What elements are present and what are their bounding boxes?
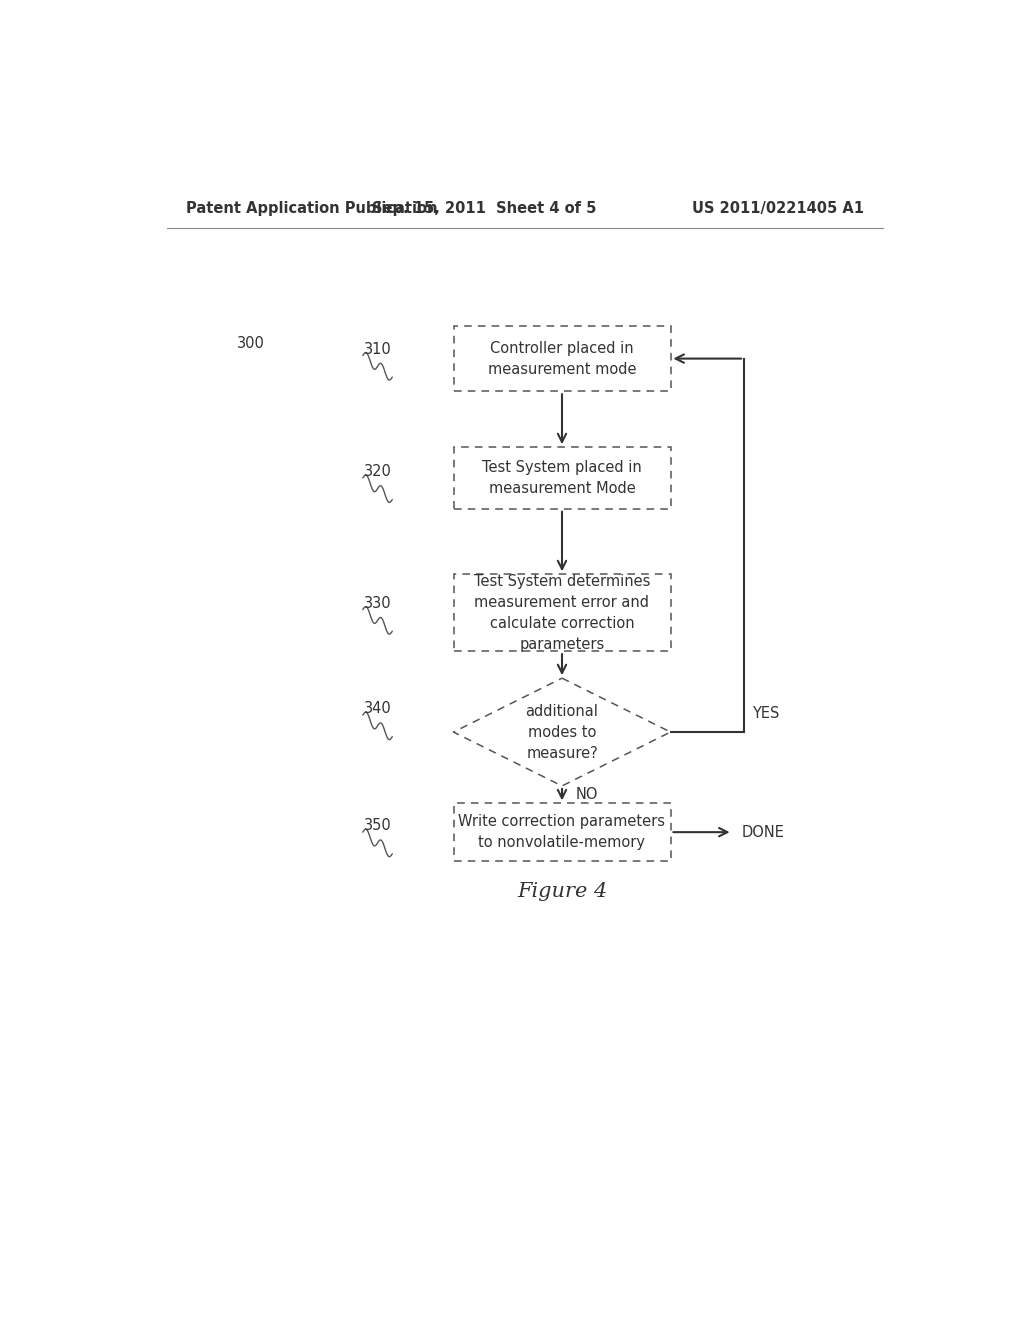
Text: Test System determines
measurement error and
calculate correction
parameters: Test System determines measurement error… (474, 574, 650, 652)
Text: Write correction parameters
to nonvolatile-memory: Write correction parameters to nonvolati… (459, 814, 666, 850)
Text: 320: 320 (365, 465, 392, 479)
Text: 310: 310 (365, 342, 392, 356)
Text: 330: 330 (365, 595, 392, 611)
Text: DONE: DONE (741, 825, 784, 840)
Text: NO: NO (575, 787, 598, 803)
Text: additional
modes to
measure?: additional modes to measure? (525, 704, 598, 760)
Text: Patent Application Publication: Patent Application Publication (186, 201, 437, 216)
Bar (454, 326, 671, 391)
Text: 340: 340 (365, 701, 392, 717)
Text: Figure 4: Figure 4 (517, 882, 607, 902)
Bar (454, 447, 671, 508)
Bar (454, 804, 671, 861)
Text: YES: YES (752, 705, 779, 721)
Text: Controller placed in
measurement mode: Controller placed in measurement mode (487, 341, 636, 376)
Text: Test System placed in
measurement Mode: Test System placed in measurement Mode (482, 459, 642, 496)
Text: 350: 350 (365, 818, 392, 833)
Text: Sep. 15, 2011  Sheet 4 of 5: Sep. 15, 2011 Sheet 4 of 5 (373, 201, 597, 216)
Bar (454, 574, 671, 651)
Text: 300: 300 (237, 335, 264, 351)
Text: US 2011/0221405 A1: US 2011/0221405 A1 (692, 201, 864, 216)
